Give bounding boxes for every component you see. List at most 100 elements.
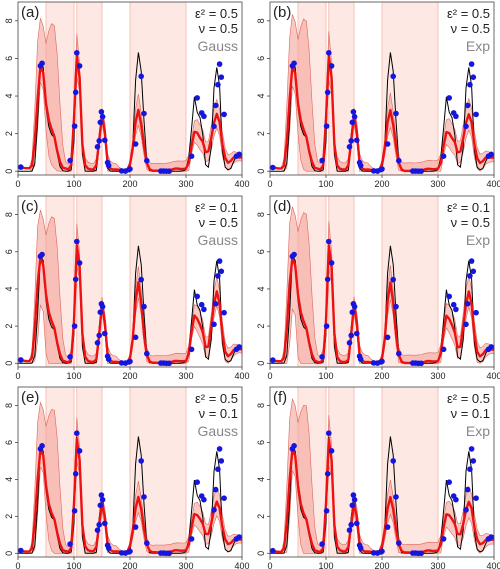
observation-point: [18, 164, 24, 170]
observation-point: [291, 443, 297, 449]
x-tick-label: 0: [15, 561, 20, 569]
observation-point: [446, 479, 453, 486]
nu-label: ν = 0.5: [451, 215, 490, 230]
observation-point: [211, 507, 217, 513]
observation-point: [291, 60, 297, 67]
observation-point: [97, 119, 104, 126]
y-tick-label: 4: [256, 477, 266, 482]
observation-point: [216, 446, 223, 452]
panel-letter: (f): [273, 389, 287, 406]
x-tick-label: 0: [15, 371, 20, 381]
observation-point: [467, 466, 473, 473]
observation-point: [99, 303, 106, 310]
chart-panel: 0 2 4 6 8 0 100 200 300 400 (f) ε² = 0.5ν = 0.1 Exp: [256, 386, 500, 569]
x-tick-label: 300: [430, 371, 445, 381]
observation-point: [215, 81, 221, 88]
observation-point: [67, 541, 73, 547]
observation-point: [94, 340, 101, 346]
observation-point: [221, 495, 227, 502]
observation-point: [144, 540, 150, 546]
observation-point: [76, 448, 83, 454]
observation-point: [357, 162, 364, 169]
observation-point: [236, 151, 242, 158]
shaded-interval: [382, 2, 438, 175]
x-tick-label: 300: [430, 179, 445, 189]
estimate-line: [269, 244, 494, 365]
observation-point: [328, 63, 335, 69]
panel-letter: (e): [21, 389, 39, 406]
observation-point: [138, 73, 144, 80]
nu-label: ν = 0.5: [451, 21, 490, 36]
observation-point: [319, 354, 325, 360]
observation-point: [418, 360, 425, 367]
observation-point: [39, 251, 45, 258]
observation-point: [270, 547, 276, 554]
observation-point: [464, 102, 471, 109]
observation-point: [357, 356, 364, 363]
x-tick-label: 0: [267, 179, 272, 189]
x-tick-label: 200: [122, 371, 137, 381]
x-tick-label: 400: [486, 561, 500, 569]
observation-point: [390, 276, 397, 283]
observation-point: [324, 471, 331, 477]
observation-point: [218, 458, 225, 464]
x-tick-label: 100: [66, 561, 81, 569]
observation-point: [218, 268, 225, 275]
observation-point: [418, 168, 425, 174]
x-tick-label: 100: [318, 371, 333, 381]
y-tick-label: 2: [256, 131, 266, 136]
observation-point: [470, 268, 477, 275]
nu-label: ν = 0.1: [199, 406, 238, 421]
x-tick-label: 200: [374, 371, 389, 381]
observation-point: [132, 141, 139, 147]
observation-point: [463, 321, 469, 328]
observation-point: [74, 238, 80, 245]
observation-point: [105, 356, 112, 363]
y-tick-label: 2: [4, 131, 14, 136]
observation-point: [74, 50, 80, 56]
observation-point: [440, 536, 447, 542]
observation-point: [319, 541, 325, 547]
observation-point: [390, 458, 397, 464]
observation-point: [354, 520, 360, 527]
y-tick-label: 8: [4, 212, 14, 217]
observation-point: [464, 301, 471, 307]
observation-point: [440, 346, 447, 353]
x-tick-label: 200: [122, 179, 137, 189]
chart-panel: 0 2 4 6 8 0 100 200 300 400 (c) ε² = 0.1ν = 0.5 Gaus…: [4, 195, 250, 381]
observation-point: [379, 548, 385, 555]
observation-point: [138, 458, 144, 464]
observation-point: [453, 113, 459, 120]
observation-point: [323, 123, 330, 129]
observation-point: [348, 521, 355, 528]
observation-point: [351, 113, 358, 120]
observation-point: [323, 323, 330, 329]
observation-point: [102, 520, 108, 527]
observation-point: [71, 508, 78, 514]
observation-point: [96, 521, 102, 528]
x-tick-label: 300: [178, 179, 193, 189]
x-tick-label: 400: [234, 371, 249, 381]
x-tick-label: 400: [234, 179, 249, 189]
y-tick-label: 2: [256, 324, 266, 329]
observation-point: [188, 536, 195, 542]
observation-point: [188, 346, 195, 353]
observation-point: [349, 309, 356, 316]
observation-point: [328, 448, 335, 454]
observation-point: [212, 102, 219, 109]
observation-point: [324, 89, 331, 96]
observation-point: [67, 354, 73, 360]
observation-point: [141, 494, 147, 500]
observation-point: [212, 301, 219, 307]
observation-point: [72, 276, 79, 283]
observation-point: [470, 458, 477, 464]
observation-point: [323, 508, 330, 514]
chart-panel: 0 2 4 6 8 0 100 200 300 400 (e) ε² = 0.5ν = 0.1 Gaus…: [4, 386, 250, 569]
y-tick-label: 0: [256, 551, 266, 556]
nu-label: ν = 0.5: [199, 215, 238, 230]
observation-point: [354, 330, 360, 337]
observation-point: [349, 119, 356, 126]
observation-point: [221, 111, 227, 118]
y-tick-label: 2: [4, 514, 14, 519]
